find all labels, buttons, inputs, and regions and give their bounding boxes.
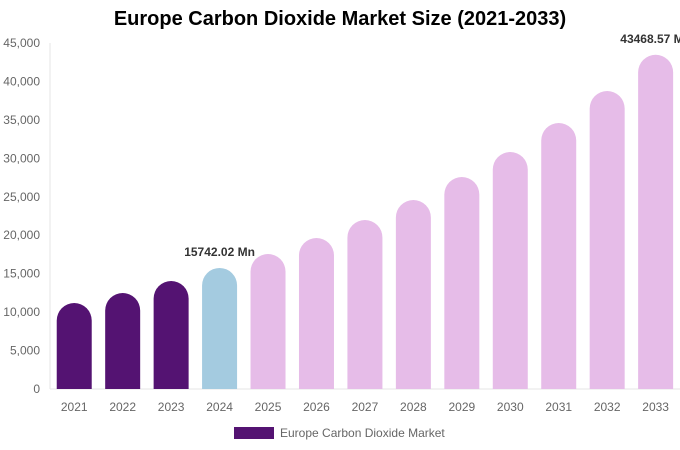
x-tick-label: 2032 [594,400,621,414]
chart-title: Europe Carbon Dioxide Market Size (2021-… [113,8,567,30]
bar-2032 [589,91,625,390]
x-tick-label: 2021 [61,400,88,414]
y-tick-label: 25,000 [3,190,40,204]
y-tick-label: 45,000 [3,36,40,50]
y-tick-label: 20,000 [3,228,40,242]
bar-2024 [202,267,238,389]
bar-2022 [105,293,141,389]
y-tick-label: 10,000 [3,305,40,319]
data-label-2024: 15742.02 Mn [184,245,255,259]
bar-2033 [638,54,674,389]
bar-chart: 0 5,000 10,000 15,000 20,000 25,000 30,000 35,0… [3,32,680,414]
y-tick-label: 15,000 [3,267,40,281]
bar-2021 [56,303,92,389]
y-tick-label: 0 [33,382,40,396]
bar-2026 [298,237,334,389]
x-tick-label: 2030 [497,400,524,414]
x-tick-label: 2027 [352,400,379,414]
legend: Europe Carbon Dioxide Market [234,426,445,440]
x-tick-label: 2031 [545,400,572,414]
x-tick-label: 2024 [206,400,233,414]
bar-2027 [347,219,383,389]
x-tick-label: 2028 [400,400,427,414]
y-tick-label: 5,000 [10,344,40,358]
x-tick-label: 2022 [109,400,136,414]
y-tick-label: 40,000 [3,74,40,88]
y-tick-label: 30,000 [3,151,40,165]
bar-2029 [444,177,480,389]
legend-label: Europe Carbon Dioxide Market [280,426,445,440]
x-tick-label: 2025 [255,400,282,414]
bar-2031 [541,123,577,390]
y-tick-label: 35,000 [3,113,40,127]
data-label-2033: 43468.57 Mn [620,32,680,46]
bar-2023 [153,281,189,389]
bar-2030 [492,152,528,389]
legend-swatch [234,427,274,439]
x-tick-label: 2023 [158,400,185,414]
x-tick-label: 2029 [448,400,475,414]
x-tick-label: 2026 [303,400,330,414]
bar-2025 [250,254,286,389]
bar-2028 [395,200,431,389]
x-tick-label: 2033 [642,400,669,414]
